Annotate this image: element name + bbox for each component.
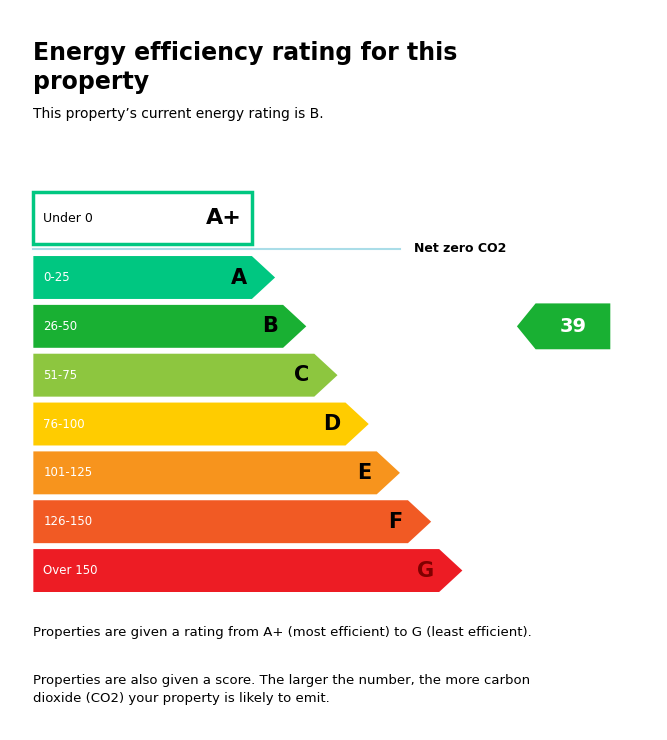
Text: This property’s current energy rating is B.: This property’s current energy rating is… [33, 107, 324, 121]
Polygon shape [33, 500, 431, 543]
Polygon shape [517, 303, 610, 349]
Text: Net zero CO2: Net zero CO2 [414, 242, 506, 255]
Text: 101-125: 101-125 [43, 466, 93, 480]
Text: 0-25: 0-25 [43, 271, 70, 284]
Text: 39: 39 [560, 317, 586, 336]
Text: B: B [262, 316, 277, 337]
Polygon shape [33, 549, 462, 592]
Polygon shape [33, 305, 306, 348]
Text: Over 150: Over 150 [43, 564, 98, 577]
Text: C: C [293, 365, 309, 386]
Polygon shape [33, 256, 275, 299]
Text: Under 0: Under 0 [43, 212, 93, 225]
Text: Properties are also given a score. The larger the number, the more carbon
dioxid: Properties are also given a score. The l… [33, 674, 530, 705]
Text: Energy efficiency rating for this
property: Energy efficiency rating for this proper… [33, 41, 458, 95]
Text: A+: A+ [206, 208, 242, 229]
Text: F: F [388, 511, 403, 532]
Text: 76-100: 76-100 [43, 417, 85, 431]
Text: A: A [230, 267, 247, 288]
Text: E: E [357, 462, 372, 483]
Text: Properties are given a rating from A+ (most efficient) to G (least efficient).: Properties are given a rating from A+ (m… [33, 626, 532, 639]
Polygon shape [33, 451, 400, 494]
Text: 51-75: 51-75 [43, 369, 77, 382]
Text: G: G [417, 560, 434, 581]
Text: D: D [323, 414, 340, 434]
Text: 26-50: 26-50 [43, 320, 77, 333]
Polygon shape [33, 354, 338, 397]
Text: 126-150: 126-150 [43, 515, 93, 528]
Bar [33, 192, 252, 244]
Polygon shape [33, 403, 369, 445]
